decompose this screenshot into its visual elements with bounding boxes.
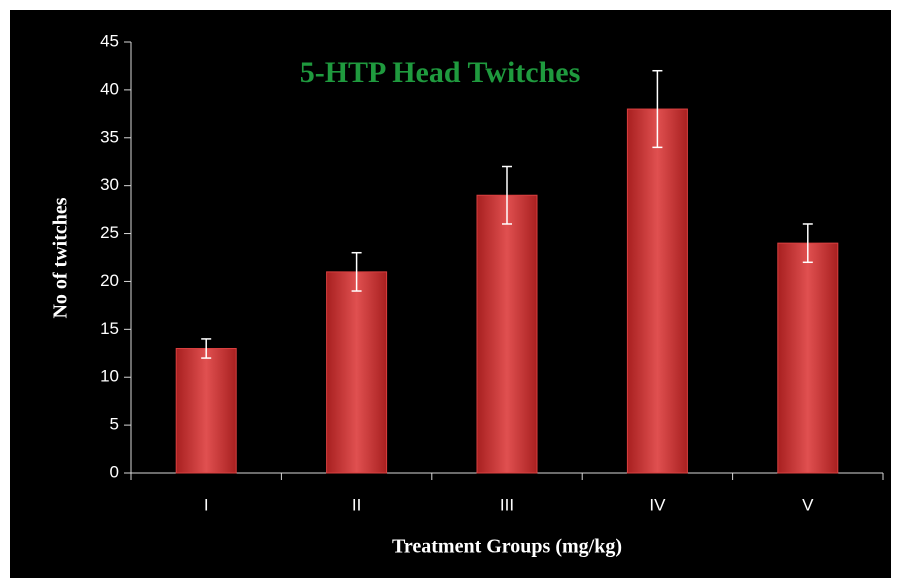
y-tick-label: 25 [100, 223, 119, 242]
y-tick-label: 0 [110, 462, 119, 481]
error-bar [802, 223, 813, 264]
y-tick-label: 20 [100, 271, 119, 290]
bar [777, 242, 839, 474]
error-bar [351, 251, 362, 292]
x-axis-label: Treatment Groups (mg/kg) [392, 536, 622, 558]
y-tick-label: 30 [100, 175, 119, 194]
y-tick-label: 40 [100, 79, 119, 98]
x-tick-label: I [204, 495, 209, 514]
x-tick-label: II [352, 495, 361, 514]
error-bar [652, 69, 663, 149]
x-tick-label: V [802, 495, 814, 514]
y-tick-label: 5 [110, 415, 119, 434]
y-tick-label: 45 [100, 31, 119, 50]
bar [626, 108, 688, 474]
x-tick-label: IV [649, 495, 666, 514]
y-tick-label: 35 [100, 127, 119, 146]
bar [175, 347, 237, 474]
error-bar [502, 165, 512, 225]
background [10, 10, 891, 578]
x-tick-label: III [500, 495, 514, 514]
bar [476, 194, 538, 474]
y-tick-label: 10 [100, 367, 119, 386]
bar [326, 271, 388, 474]
y-axis-label: No of twitches [50, 197, 72, 318]
error-bar [201, 338, 212, 359]
chart-title: 5-HTP Head Twitches [300, 56, 581, 89]
y-tick-label: 15 [100, 319, 119, 338]
